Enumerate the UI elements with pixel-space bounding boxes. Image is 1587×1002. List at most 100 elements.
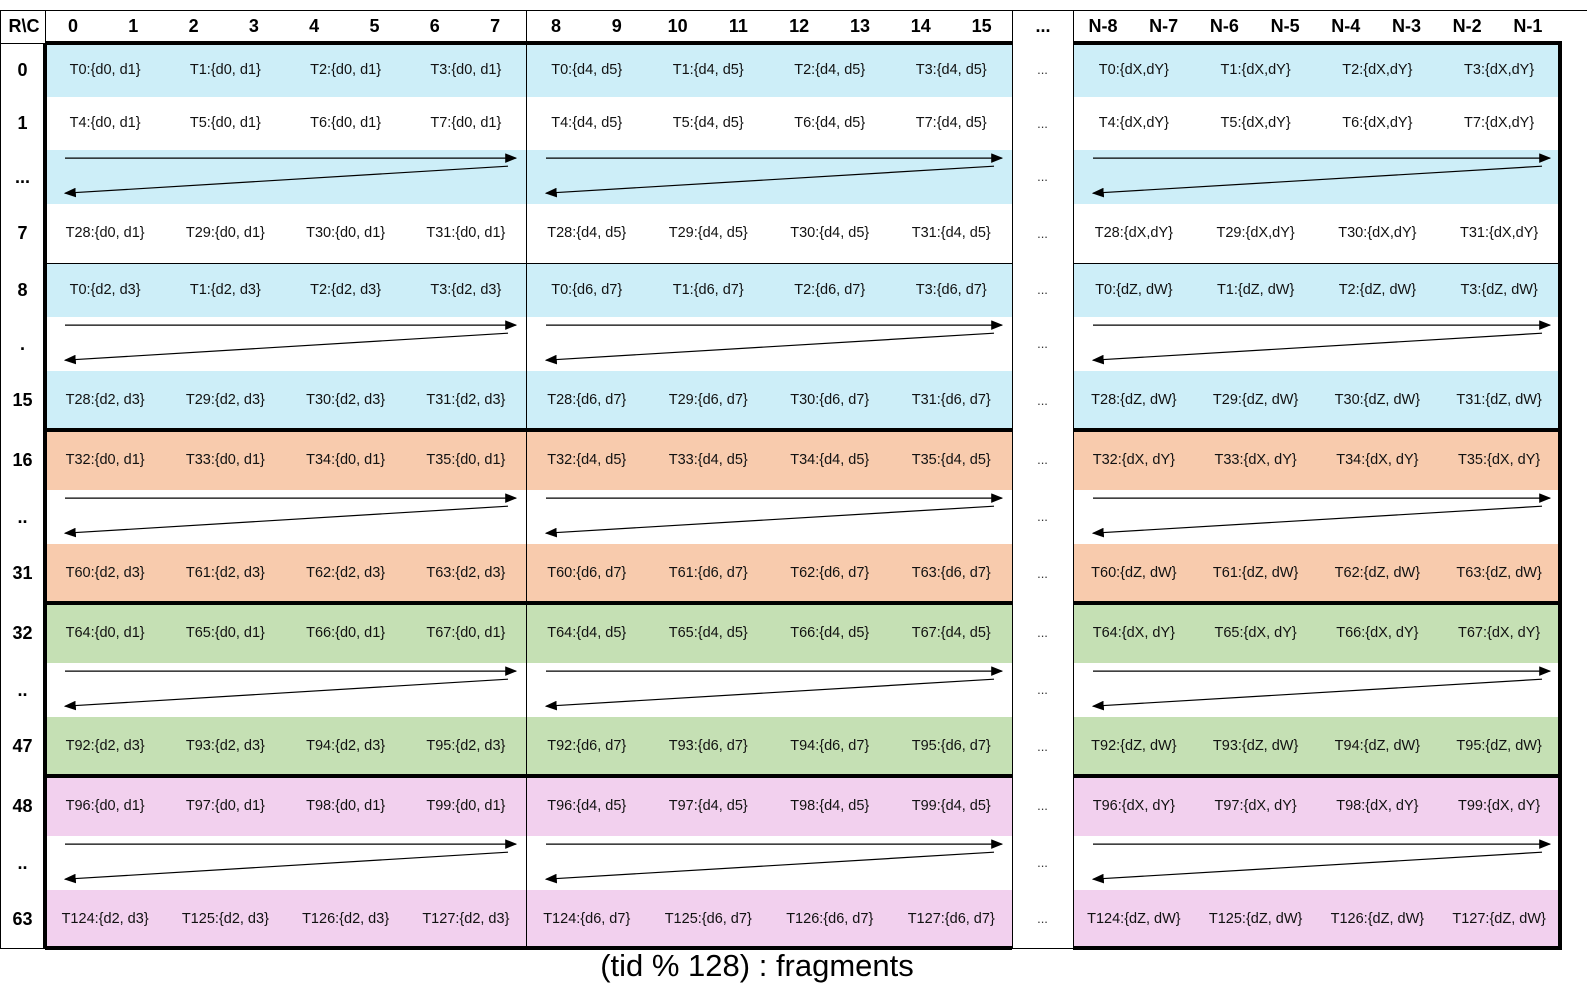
row-label: .. (17, 853, 28, 873)
column-header: 13 (849, 16, 871, 36)
row-band (45, 204, 526, 263)
thread-fragment-cell: T29:{d4, d5} (668, 225, 748, 241)
gap-ellipsis: ... (1037, 566, 1048, 581)
column-header: 1 (128, 16, 139, 36)
row-band (45, 603, 526, 663)
thread-fragment-cell: T30:{d2, d3} (306, 392, 386, 408)
grid-line (45, 946, 1012, 950)
corner-label: R\C (8, 16, 40, 36)
row-band (526, 776, 1012, 836)
grid-line (1073, 774, 1562, 778)
arrow-back (544, 332, 995, 365)
thread-fragment-cell: T92:{d2, d3} (65, 738, 145, 754)
row-band (45, 371, 526, 430)
row-label: 63 (12, 909, 33, 929)
arrow-back (1091, 851, 1543, 884)
column-header: 0 (67, 16, 78, 36)
row-traversal-arrows (63, 320, 518, 365)
arrow-back (1091, 332, 1543, 365)
row-band (1073, 663, 1560, 717)
row-band (526, 603, 1012, 663)
grid-line (1011, 10, 1013, 948)
thread-fragment-cell: T98:{dX, dY} (1336, 798, 1419, 814)
thread-fragment-cell: T62:{dZ, dW} (1334, 565, 1421, 581)
grid-line (1073, 946, 1562, 950)
thread-fragment-cell: T93:{dZ, dW} (1212, 738, 1299, 754)
thread-fragment-cell: T61:{d6, d7} (668, 565, 748, 581)
thread-fragment-cell: T125:{d2, d3} (181, 911, 269, 927)
thread-fragment-cell: T126:{d2, d3} (302, 911, 390, 927)
row-label: 1 (17, 113, 28, 133)
row-band (1073, 317, 1560, 371)
gap-ellipsis: ... (1037, 116, 1048, 131)
column-header: 6 (429, 16, 440, 36)
thread-fragment-cell: T35:{d0, d1} (426, 452, 506, 468)
thread-fragment-cell: T5:{d0, d1} (189, 115, 261, 131)
gap-ellipsis: ... (1037, 739, 1048, 754)
thread-fragment-cell: T127:{d6, d7} (907, 911, 995, 927)
thread-fragment-cell: T66:{dX, dY} (1336, 625, 1419, 641)
row-label: 31 (12, 563, 33, 583)
thread-fragment-cell: T33:{dX, dY} (1214, 452, 1297, 468)
row-band (1073, 263, 1560, 317)
row-label: 32 (12, 623, 33, 643)
row-traversal-arrows (63, 493, 518, 538)
grid-line (0, 9, 1587, 11)
thread-fragment-cell: T63:{dZ, dW} (1456, 565, 1542, 581)
thread-fragment-cell: T95:{dZ, dW} (1456, 738, 1542, 754)
grid-line (1073, 428, 1562, 432)
thread-fragment-cell: T30:{dX,dY} (1338, 225, 1417, 241)
thread-fragment-cell: T33:{d0, d1} (185, 452, 265, 468)
thread-fragment-cell: T1:{d2, d3} (189, 282, 261, 298)
thread-fragment-cell: T28:{dZ, dW} (1091, 392, 1177, 408)
thread-fragment-cell: T31:{d2, d3} (426, 392, 506, 408)
thread-fragment-cell: T127:{dZ, dW} (1452, 911, 1546, 927)
thread-fragment-cell: T126:{dZ, dW} (1330, 911, 1425, 927)
thread-fragment-cell: T125:{dZ, dW} (1208, 911, 1303, 927)
thread-fragment-cell: T2:{d6, d7} (794, 282, 866, 298)
gap-ellipsis: ... (1037, 226, 1048, 241)
column-header: 14 (910, 16, 931, 36)
row-label: .. (17, 680, 28, 700)
row-label: 8 (17, 280, 28, 300)
row-band (45, 663, 526, 717)
column-header: 15 (971, 16, 992, 36)
thread-fragment-cell: T34:{d4, d5} (790, 452, 870, 468)
row-band (1073, 490, 1560, 544)
thread-fragment-cell: T97:{dX, dY} (1214, 798, 1297, 814)
row-band (1073, 430, 1560, 490)
thread-fragment-cell: T67:{d4, d5} (911, 625, 991, 641)
row-band (1073, 150, 1560, 204)
arrow-back (63, 165, 509, 198)
row-label: 47 (12, 736, 33, 756)
thread-fragment-cell: T5:{d4, d5} (672, 115, 744, 131)
arrow-back (1091, 678, 1543, 711)
thread-fragment-cell: T30:{dZ, dW} (1334, 392, 1421, 408)
column-header: 8 (550, 16, 561, 36)
thread-fragment-cell: T124:{dZ, dW} (1087, 911, 1181, 927)
gap-ellipsis: ... (1037, 911, 1048, 926)
thread-fragment-cell: T65:{dX, dY} (1214, 625, 1297, 641)
row-traversal-arrows (544, 839, 1004, 884)
thread-fragment-cell: T99:{dX, dY} (1458, 798, 1541, 814)
row-traversal-arrows (1091, 666, 1552, 711)
row-traversal-arrows (544, 493, 1004, 538)
column-header: N-7 (1149, 16, 1179, 36)
gap-ellipsis: ... (1037, 282, 1048, 297)
thread-fragment-cell: T33:{d4, d5} (668, 452, 748, 468)
grid-line (525, 10, 527, 948)
caption: (tid % 128) : fragments (600, 948, 914, 983)
row-traversal-arrows (1091, 320, 1552, 365)
thread-fragment-cell: T0:{d0, d1} (69, 62, 141, 78)
gap-ellipsis: ... (1037, 509, 1048, 524)
thread-fragment-cell: T2:{d2, d3} (310, 282, 382, 298)
arrow-back (1091, 165, 1543, 198)
thread-fragment-cell: T7:{d0, d1} (430, 115, 502, 131)
thread-fragment-cell: T64:{d4, d5} (547, 625, 627, 641)
row-band (1073, 371, 1560, 430)
thread-fragment-cell: T7:{dX,dY} (1464, 115, 1535, 131)
thread-fragment-cell: T35:{dX, dY} (1458, 452, 1541, 468)
row-label: ... (14, 167, 30, 187)
row-band (1073, 97, 1560, 150)
column-header-gap: ... (1035, 16, 1051, 36)
